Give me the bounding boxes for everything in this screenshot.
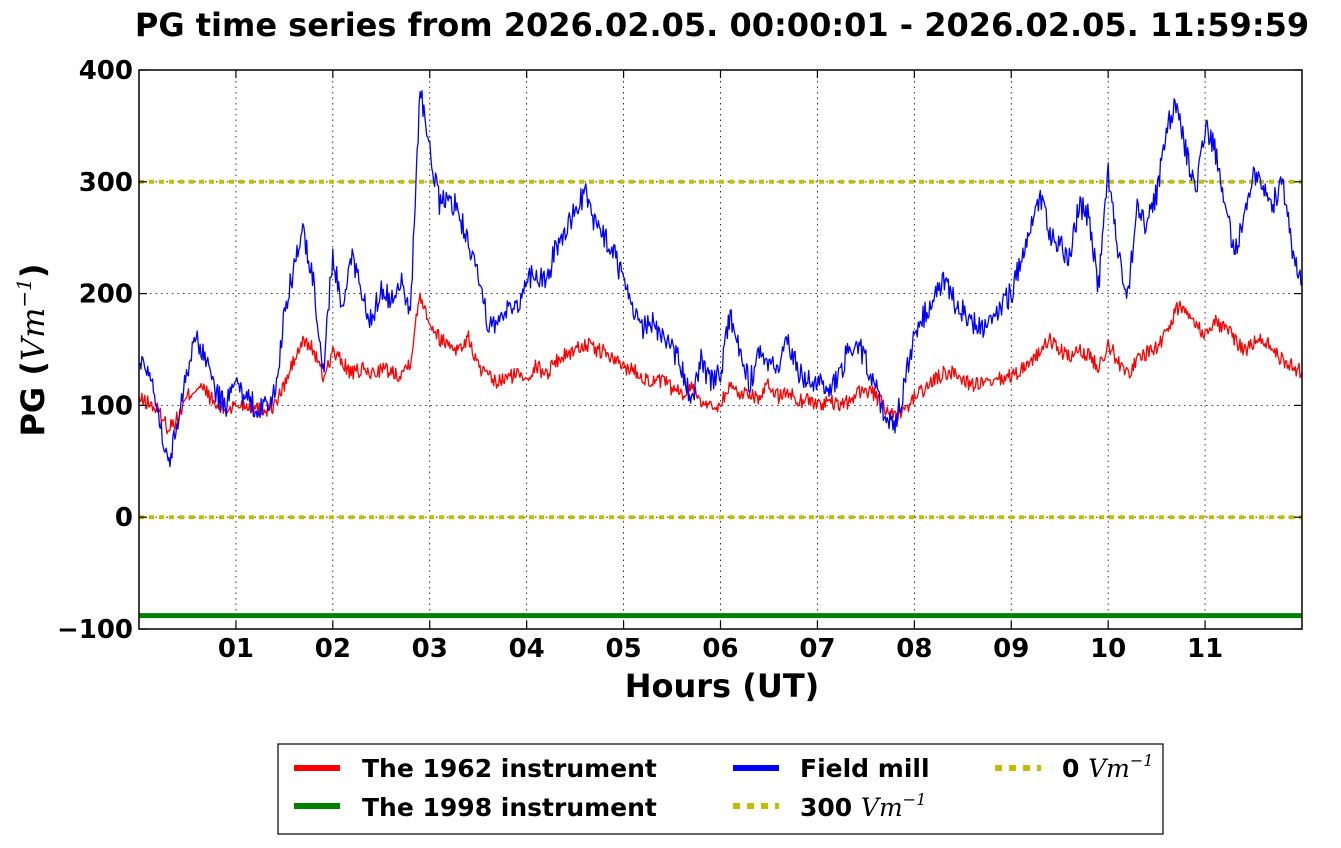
x-tick-label-10: 10 [1090, 634, 1126, 664]
x-tick-label-04: 04 [509, 634, 545, 664]
series-line-1962-instrument [138, 292, 1303, 435]
x-tick-label-11: 11 [1187, 634, 1223, 664]
legend-label-300: 300 Vm−1 [800, 790, 926, 822]
x-tick-label-09: 09 [993, 634, 1029, 664]
chart-title: PG time series from 2026.02.05. 00:00:01… [135, 6, 1309, 44]
legend-300-unit: Vm [861, 793, 903, 822]
x-tick-label-02: 02 [315, 634, 351, 664]
legend-label-1998: The 1998 instrument [362, 793, 657, 822]
y-axis-ticks: 400 300 200 100 0 −100 [57, 56, 1302, 645]
legend-label-1962: The 1962 instrument [362, 754, 657, 783]
x-tick-label-06: 06 [702, 634, 738, 664]
legend-0-exp: −1 [1130, 751, 1154, 770]
legend-300-exp: −1 [903, 790, 927, 809]
legend-label-0: 0 Vm−1 [1062, 751, 1153, 783]
x-tick-label-01: 01 [218, 634, 254, 664]
y-tick-label-0: 0 [115, 503, 133, 533]
x-tick-label-08: 08 [896, 634, 932, 664]
y-axis-label-exp: −1 [12, 278, 36, 307]
y-axis-label-close: ) [14, 263, 52, 278]
legend-0-unit: Vm [1088, 754, 1130, 783]
legend-0-value: 0 [1062, 754, 1079, 783]
legend-frame [277, 743, 1164, 835]
y-tick-label-400: 400 [79, 56, 133, 86]
grid-lines [139, 70, 1302, 629]
y-axis-label-unit: Vm [14, 308, 52, 361]
plot-area [138, 90, 1303, 619]
x-tick-label-07: 07 [799, 634, 835, 664]
x-tick-label-05: 05 [605, 634, 641, 664]
y-tick-label-200: 200 [79, 280, 133, 310]
y-tick-label--100: −100 [57, 615, 133, 645]
x-tick-label-03: 03 [412, 634, 448, 664]
x-axis-ticks: 01 02 03 04 05 06 07 08 09 10 11 [218, 70, 1223, 664]
y-tick-label-100: 100 [79, 391, 133, 421]
legend: The 1962 instrument The 1998 instrument … [277, 743, 1164, 835]
y-tick-label-300: 300 [79, 168, 133, 198]
x-axis-label: Hours (UT) [625, 667, 820, 705]
y-axis-label: PG (Vm−1) [12, 263, 52, 436]
series-line-field-mill [138, 90, 1303, 468]
svg-text:PG (Vm−1): PG (Vm−1) [12, 263, 52, 436]
legend-label-field-mill: Field mill [800, 754, 930, 783]
y-axis-label-main: PG ( [14, 361, 52, 436]
legend-300-value: 300 [800, 793, 852, 822]
